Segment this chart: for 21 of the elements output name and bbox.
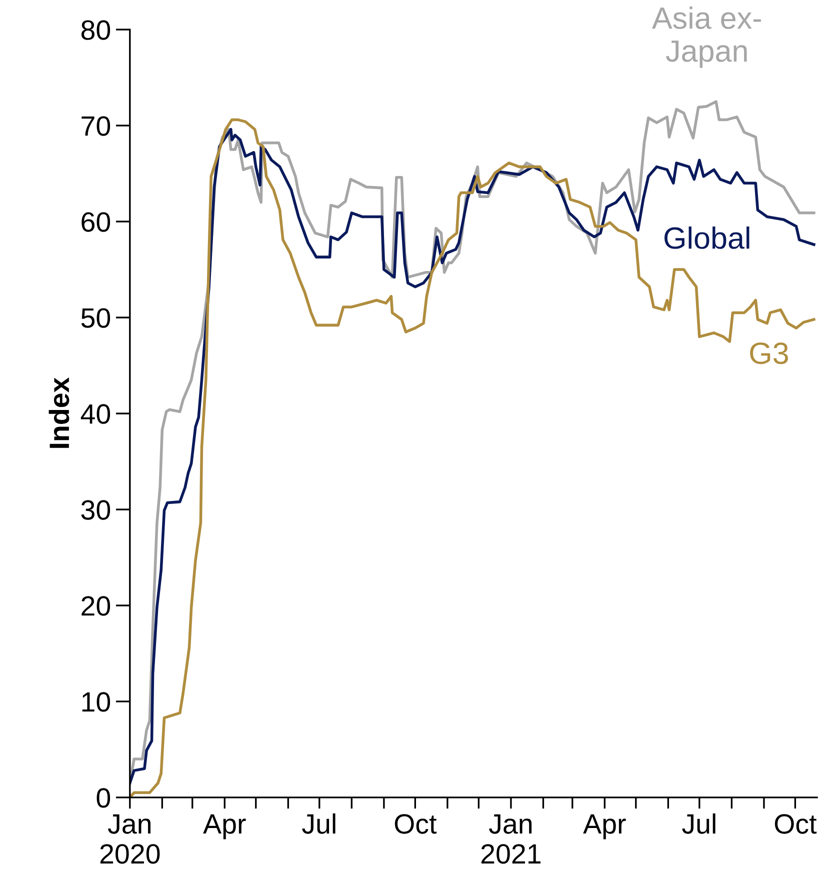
series-label: G3 — [750, 342, 788, 364]
x-tick-label: Jul — [682, 813, 716, 834]
y-tick-label: 30 — [81, 500, 110, 520]
x-tick-label: Jan 2020 — [100, 814, 160, 864]
x-tick-label: Oct — [394, 814, 437, 834]
x-tick-label: Apr — [203, 814, 246, 840]
y-tick-label: 10 — [82, 692, 110, 712]
y-tick-label: 0 — [96, 788, 110, 808]
x-tick-label: Jul — [302, 813, 336, 834]
y-tick-label: 70 — [82, 116, 110, 136]
y-tick-label: 60 — [82, 212, 110, 232]
x-tick-label: Jan 2021 — [481, 814, 540, 864]
series-label: Global — [664, 226, 750, 249]
y-tick-label: 80 — [81, 20, 110, 40]
x-tick-label: Oct — [774, 814, 817, 834]
y-tick-label: 50 — [81, 308, 110, 328]
y-axis-title: Index — [48, 377, 70, 448]
y-tick-label: 20 — [82, 596, 110, 616]
series-label: Asia ex- Japan — [652, 6, 761, 68]
x-tick-label: Apr — [583, 814, 626, 840]
y-tick-label: 40 — [80, 404, 110, 424]
